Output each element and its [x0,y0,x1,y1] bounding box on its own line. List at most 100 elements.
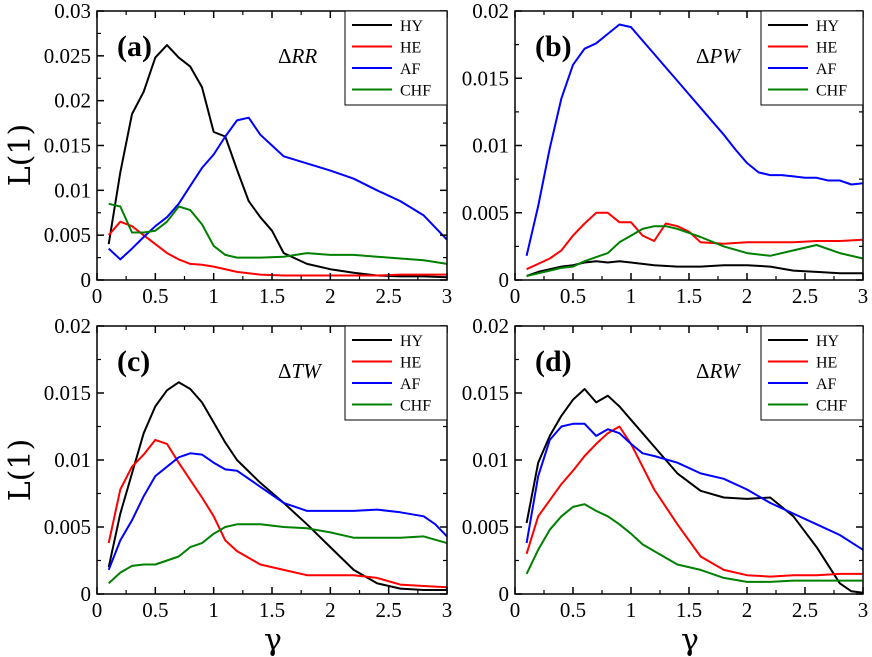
series-line-hy [526,260,863,277]
panel-quantity-name: RW [709,359,742,383]
series-line-af [525,23,864,257]
y-tick-label: 0.005 [462,515,509,539]
series-line-he [526,211,864,271]
x-tick-label: 3 [858,284,869,308]
y-tick-label: 0.005 [462,201,509,225]
x-tick-label: 0.5 [142,284,168,308]
x-tick-label: 2.5 [376,284,402,308]
legend-label-chf: CHF [400,398,431,415]
legend-label-af: AF [816,61,837,78]
legend-label-he: HE [816,355,837,372]
x-tick-label: 1 [626,284,637,308]
x-tick-label: 0.5 [560,598,586,622]
series-line-he [107,220,447,277]
series-line-chf [108,523,448,585]
legend-label-chf: CHF [816,398,847,415]
y-tick-label: 0.015 [44,134,91,158]
x-tick-label: 1.5 [676,598,702,622]
x-tick-label: 0 [510,284,521,308]
legend-label-he: HE [816,40,837,57]
x-tick-label: 2.5 [376,598,402,622]
panel-quantity-delta: Δ [278,359,292,383]
x-tick-label: 0 [92,284,103,308]
legend-label-af: AF [816,376,837,393]
y-tick-label: 0.015 [462,66,509,90]
panel-quantity-label: ΔRW [696,359,742,383]
y-tick-label: 0 [81,582,92,606]
panel-c: 0 0.5 1 1.5 2 2.5 3 0 0.005 0.01 0.015 0.02 (c) ΔTW HY… [44,314,453,622]
panel-b: 0 0.5 1 1.5 2 2.5 3 0 0.005 0.01 0.015 0.02 (b) ΔPW HY… [462,0,869,308]
x-tick-label: 0.5 [560,284,586,308]
series-line-chf [108,202,448,265]
panel-letter: (d) [535,345,572,378]
x-tick-label: 1.5 [259,598,285,622]
y-tick-label: 0.005 [44,223,91,247]
panel-a: 0 0.5 1 1.5 2 2.5 3 0 0.005 0.01 0.015 0.02 0.025 0.0… [44,0,453,308]
x-tick-label: 1 [208,598,219,622]
series-line-hy [107,381,447,591]
x-axis-title: γ [681,623,699,657]
y-tick-label: 0.015 [462,381,509,405]
x-tick-label: 3 [442,284,453,308]
series-line-af [108,116,448,261]
legend-label-he: HE [400,40,421,57]
x-tick-label: 1 [626,598,637,622]
y-axis-title: L(1) [3,439,38,501]
y-tick-label: 0.015 [44,381,91,405]
y-tick-label: 0 [81,268,92,292]
panel-quantity-delta: Δ [278,44,292,68]
x-tick-label: 3 [858,598,869,622]
panel-quantity-name: RR [291,44,318,68]
x-tick-label: 2.5 [792,598,818,622]
legend-label-hy: HY [400,18,424,35]
y-tick-label: 0.01 [472,448,509,472]
x-tick-label: 2 [325,598,336,622]
y-axis-title: L(1) [3,124,38,186]
panel-quantity-label: ΔPW [696,44,742,68]
legend-label-chf: CHF [816,83,847,100]
y-axis-title-bottom: L(1) [3,439,38,501]
legend-label-hy: HY [816,333,840,350]
y-tick-label: 0.005 [44,515,91,539]
y-tick-label: 0 [499,582,510,606]
y-tick-label: 0.02 [54,89,91,113]
panel-letter: (a) [117,30,152,63]
x-tick-label: 1.5 [676,284,702,308]
y-tick-label: 0.02 [472,314,509,338]
series-line-af [107,452,448,571]
panel-quantity-delta: Δ [696,44,710,68]
y-axis-title-top: L(1) [3,124,38,186]
x-tick-label: 2.5 [792,284,818,308]
x-tick-label: 1.5 [259,284,285,308]
x-tick-label: 0.5 [142,598,168,622]
y-tick-label: 0.01 [54,448,91,472]
panel-quantity-delta: Δ [696,359,710,383]
panel-quantity-name: PW [709,44,743,68]
series-line-he [107,438,448,589]
x-tick-label: 0 [510,598,521,622]
series-line-hy [107,44,448,279]
y-tick-label: 0 [499,268,510,292]
series-line-af [525,422,864,551]
x-tick-label: 3 [442,598,453,622]
x-tick-label: 2 [742,284,753,308]
x-tick-label: 0 [92,598,103,622]
x-axis-title: γ [264,623,282,657]
panel-quantity-name: TW [292,359,324,383]
y-tick-label: 0.01 [472,134,509,158]
x-tick-label: 2 [325,284,336,308]
y-tick-label: 0.02 [472,0,509,23]
series-line-hy [525,388,864,594]
y-tick-label: 0.02 [54,314,91,338]
y-tick-label: 0.025 [44,44,91,68]
x-tick-label: 2 [742,598,753,622]
panel-d: 0 0.5 1 1.5 2 2.5 3 0 0.005 0.01 0.015 0.02 (d) ΔRW HY… [462,314,869,622]
series-line-chf [525,503,863,583]
y-tick-label: 0.01 [54,178,91,202]
legend-label-af: AF [400,61,421,78]
legend-label-hy: HY [400,333,424,350]
legend-label-hy: HY [816,18,840,35]
legend-label-chf: CHF [400,83,431,100]
legend-label-af: AF [400,376,421,393]
